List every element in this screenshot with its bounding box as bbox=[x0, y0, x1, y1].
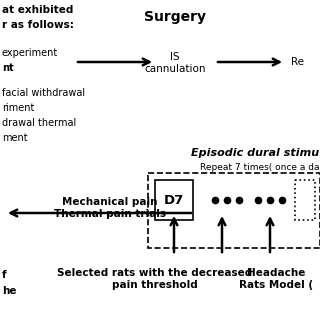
Text: Mechanical pain
Thermal pain trials: Mechanical pain Thermal pain trials bbox=[54, 197, 166, 219]
Text: riment: riment bbox=[2, 103, 34, 113]
Text: ment: ment bbox=[2, 133, 28, 143]
Text: D7: D7 bbox=[164, 194, 184, 206]
Text: Episodic dural stimu: Episodic dural stimu bbox=[191, 148, 319, 158]
Bar bbox=[155, 180, 193, 220]
Text: Repeat 7 times( once a da: Repeat 7 times( once a da bbox=[199, 163, 319, 172]
Bar bbox=[148, 173, 320, 248]
Bar bbox=[295, 180, 315, 220]
Text: Surgery: Surgery bbox=[144, 10, 206, 24]
Text: experiment: experiment bbox=[2, 48, 58, 58]
Text: he: he bbox=[2, 286, 17, 296]
Text: nt: nt bbox=[2, 63, 14, 73]
Text: Headache
Rats Model (: Headache Rats Model ( bbox=[239, 268, 313, 290]
Text: r as follows:: r as follows: bbox=[2, 20, 74, 30]
Text: Re: Re bbox=[291, 57, 304, 67]
Text: Selected rats with the decreased
pain threshold: Selected rats with the decreased pain th… bbox=[57, 268, 252, 290]
Text: IS
cannulation: IS cannulation bbox=[144, 52, 206, 74]
Text: facial withdrawal: facial withdrawal bbox=[2, 88, 85, 98]
Text: at exhibited: at exhibited bbox=[2, 5, 73, 15]
Text: drawal thermal: drawal thermal bbox=[2, 118, 76, 128]
Text: f: f bbox=[2, 270, 7, 280]
